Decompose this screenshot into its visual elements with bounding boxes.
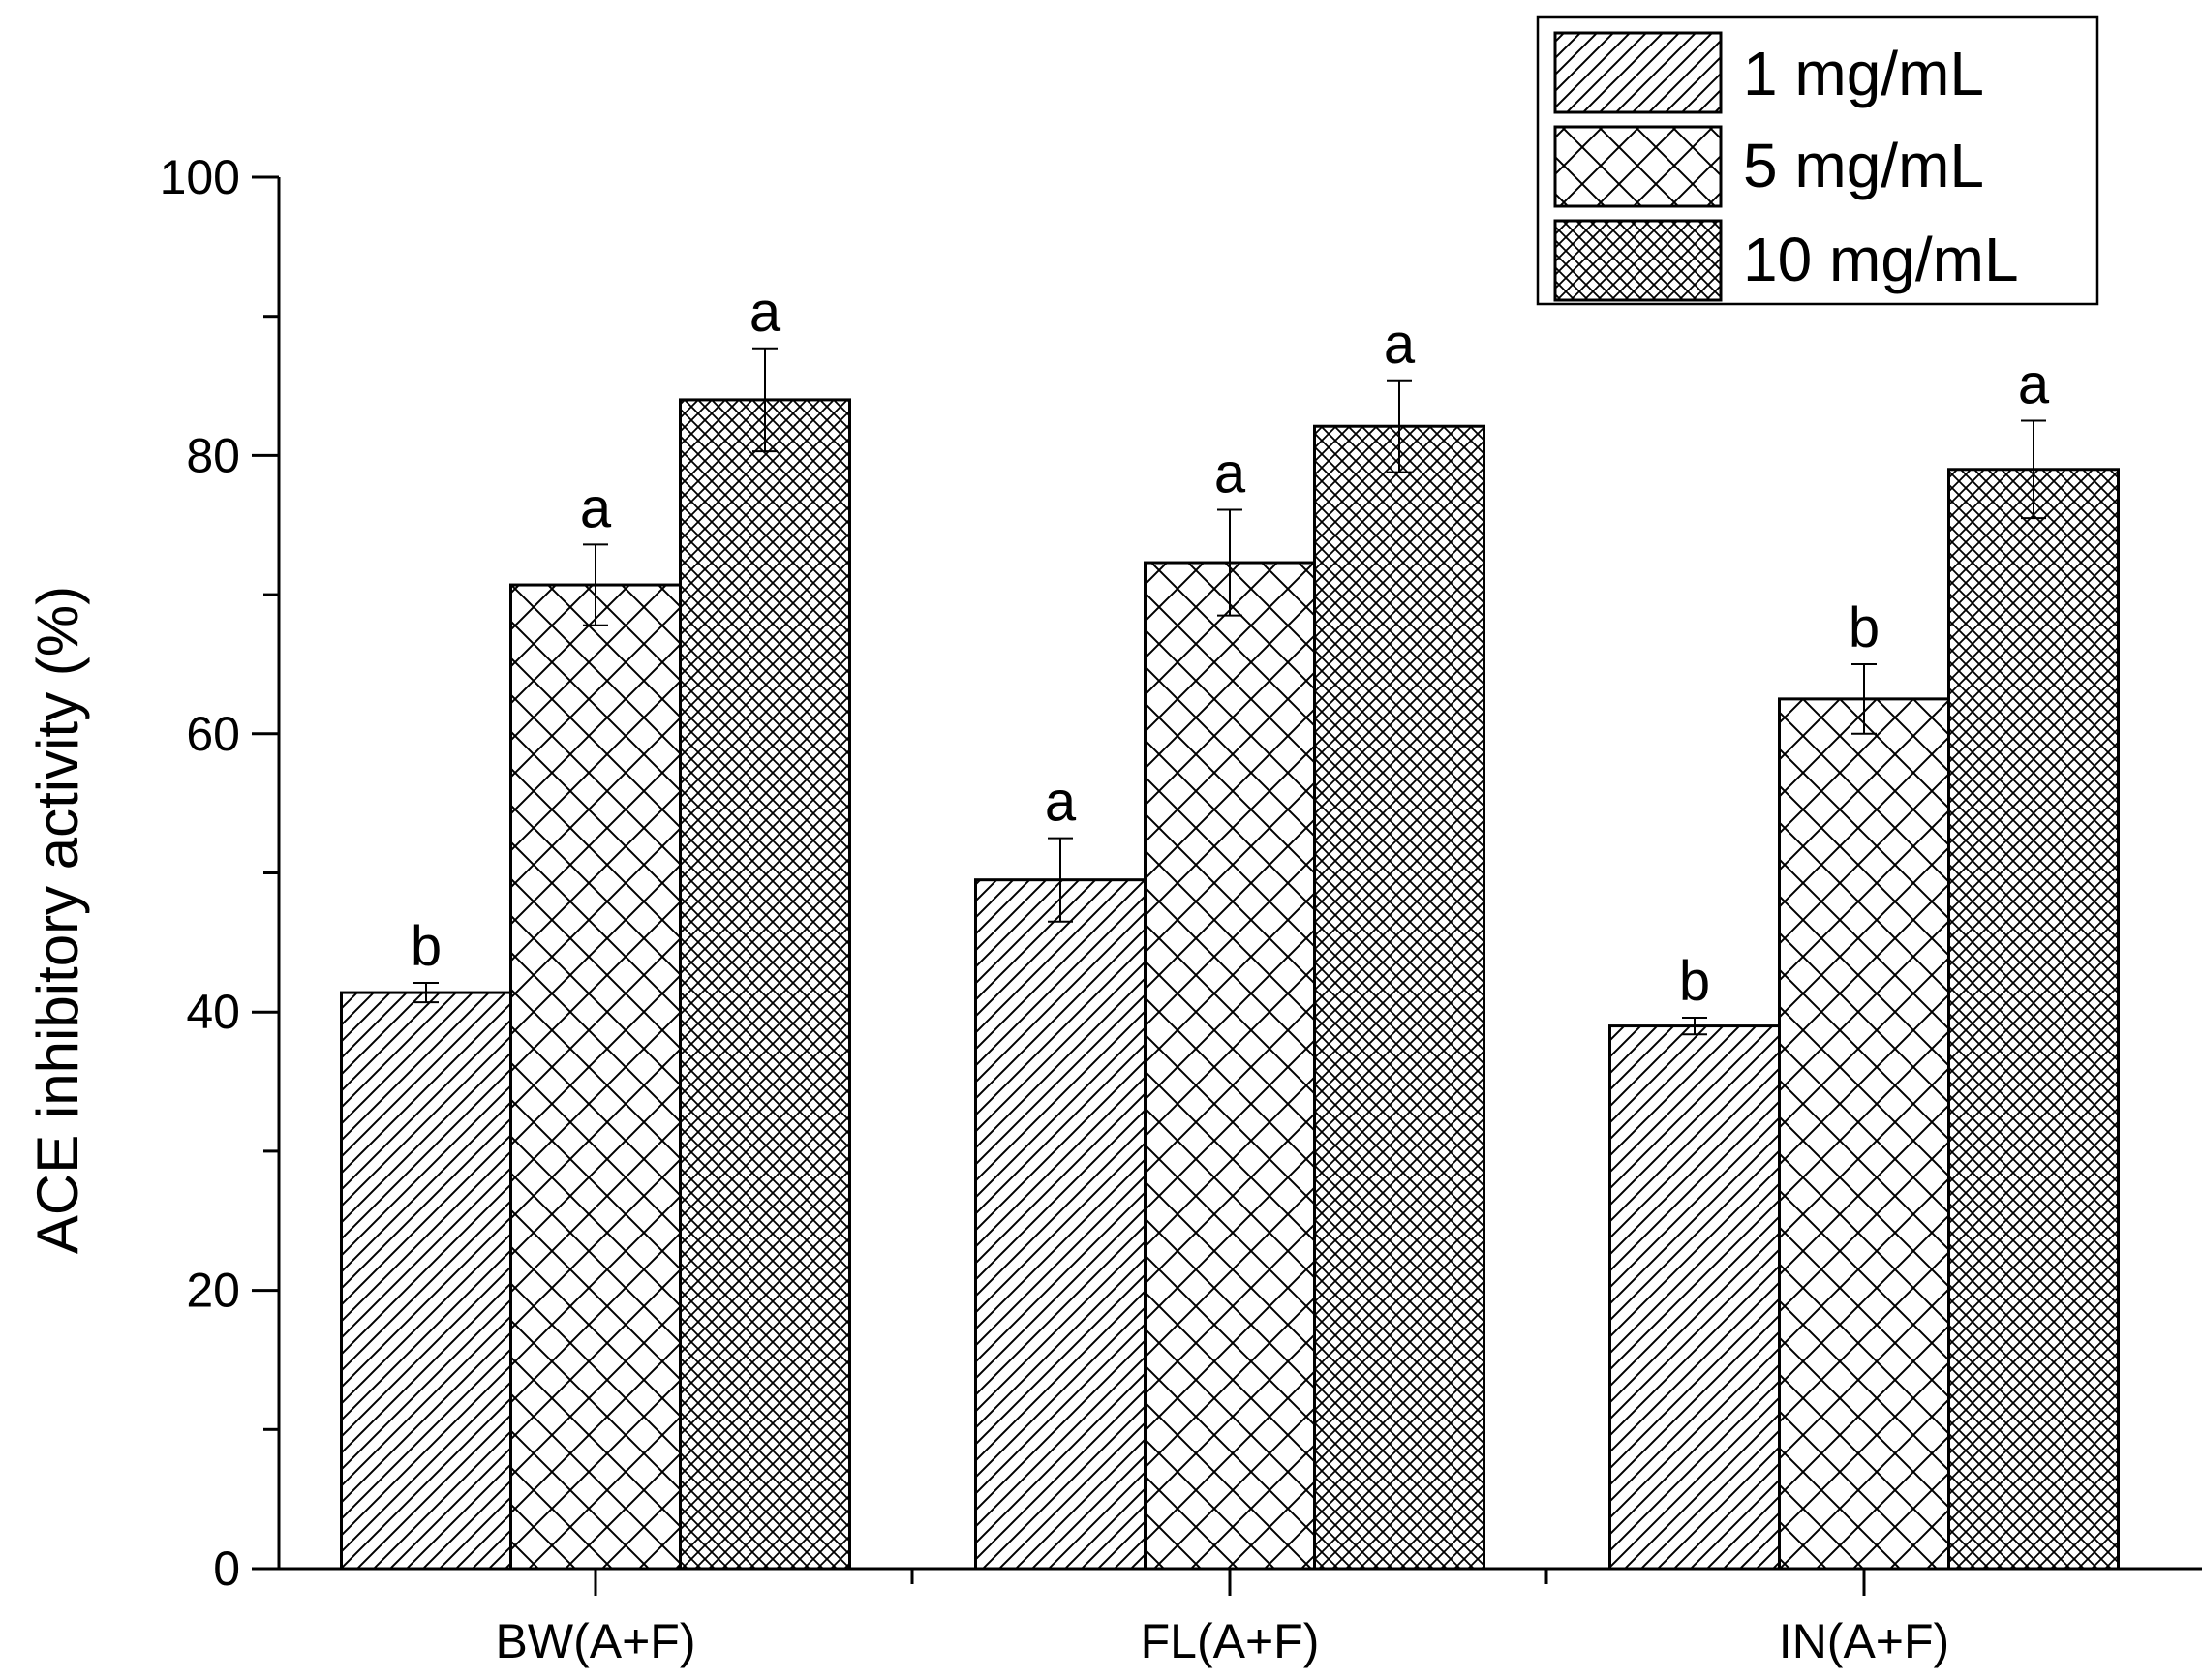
x-tick-label-1: FL(A+F)	[1141, 1614, 1320, 1668]
significance-label-1-2: b	[1849, 596, 1880, 659]
bar-0-1	[974, 878, 1147, 1571]
legend-swatch-1mg	[1553, 31, 1723, 114]
y-axis-label: ACE inhibitory activity (%)	[25, 586, 90, 1254]
significance-label-0-1: a	[1045, 771, 1077, 834]
axes-layer: 0 20 40 60 80 100 BW(A+F) FL(A+F) IN(A+F)	[160, 150, 2202, 1668]
bar-2-1	[1313, 424, 1485, 1571]
y-tick-label-3: 60	[186, 707, 240, 761]
y-tick-label-2: 40	[186, 985, 240, 1039]
y-tick-label-1: 20	[186, 1264, 240, 1318]
labels-layer: b a b a a b a a a	[411, 281, 2050, 1013]
bar-0-0	[340, 991, 512, 1571]
bar-2-2	[1947, 468, 2120, 1571]
bar-2-0	[679, 398, 851, 1571]
significance-label-1-0: a	[580, 476, 612, 539]
significance-label-0-2: b	[1679, 950, 1710, 1013]
bar-1-0	[509, 583, 682, 1571]
significance-label-1-1: a	[1214, 442, 1246, 504]
legend-label-1mg: 1 mg/mL	[1743, 39, 1984, 108]
bar-0-2	[1608, 1024, 1781, 1571]
legend: 1 mg/mL 5 mg/mL 10 mg/mL	[1536, 15, 2099, 306]
legend-label-5mg: 5 mg/mL	[1743, 131, 1984, 200]
legend-swatch-10mg	[1553, 219, 1723, 302]
significance-label-0-0: b	[411, 915, 442, 978]
bar-1-2	[1778, 697, 1950, 1571]
bar-1-1	[1144, 561, 1316, 1571]
legend-swatch-5mg	[1553, 125, 1723, 208]
significance-label-2-1: a	[1384, 313, 1416, 376]
significance-label-2-0: a	[749, 281, 781, 344]
legend-label-10mg: 10 mg/mL	[1743, 225, 2019, 294]
significance-label-2-2: a	[2018, 352, 2050, 415]
x-tick-label-2: IN(A+F)	[1779, 1614, 1949, 1668]
y-tick-label-5: 100	[160, 150, 240, 204]
y-tick-label-0: 0	[213, 1542, 240, 1596]
x-tick-label-0: BW(A+F)	[496, 1614, 696, 1668]
bars-layer	[340, 347, 2120, 1571]
y-tick-label-4: 80	[186, 428, 240, 482]
